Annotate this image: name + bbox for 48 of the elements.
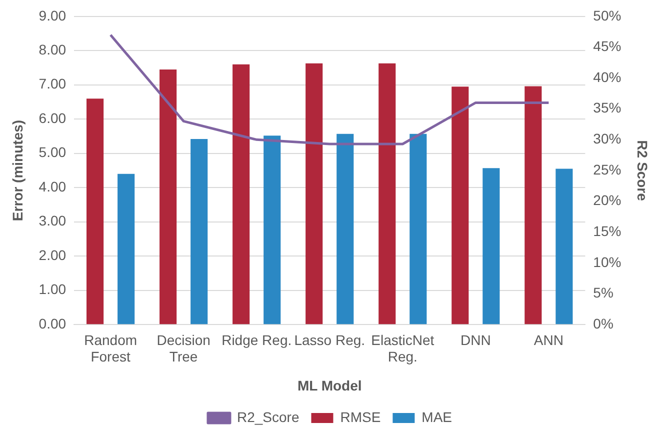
y-tick-label: 0.00 xyxy=(38,315,66,332)
y2-tick-label: 30% xyxy=(593,130,622,147)
y2-tick-label: 45% xyxy=(593,38,622,54)
y-tick-label: 2.00 xyxy=(38,246,66,263)
bar xyxy=(378,63,396,324)
bar xyxy=(336,134,354,324)
y-tick-label: 8.00 xyxy=(38,42,66,58)
bar xyxy=(556,168,573,324)
legend-label: MAE xyxy=(422,408,452,425)
y-tick-label: 7.00 xyxy=(38,76,66,92)
y-tick-label: 6.00 xyxy=(38,110,66,126)
bar xyxy=(190,138,208,324)
bar xyxy=(118,174,135,324)
x-tick-label: Ridge Reg. xyxy=(222,332,292,348)
bar xyxy=(524,86,542,324)
y-tick-label: 5.00 xyxy=(38,144,66,160)
y2-tick-label: 5% xyxy=(593,284,614,301)
bar xyxy=(160,69,177,324)
bar xyxy=(264,136,281,324)
bar xyxy=(482,168,500,324)
y2-tick-label: 50% xyxy=(593,7,622,24)
legend-label: R2_Score xyxy=(236,408,300,425)
bar xyxy=(306,63,323,324)
y2-tick-label: 10% xyxy=(593,254,622,270)
y-tick-label: 1.00 xyxy=(38,281,66,298)
x-tick-label: ANN xyxy=(534,332,564,348)
legend-label: RMSE xyxy=(340,408,381,425)
x-tick-label: ElasticNet Reg. xyxy=(371,332,434,365)
bar xyxy=(232,64,250,324)
x-tick-label: Decision Tree xyxy=(156,332,210,365)
bar xyxy=(86,98,104,324)
x-tick-label: Random Forest xyxy=(84,332,138,365)
y-tick-label: 3.00 xyxy=(38,212,66,229)
y2-axis-title: R2 Score xyxy=(634,140,651,202)
y2-tick-label: 15% xyxy=(593,223,622,239)
x-tick-label: Lasso Reg. xyxy=(294,332,366,348)
y-tick-label: 9.00 xyxy=(38,7,66,24)
x-axis-title: ML Model xyxy=(297,377,362,394)
y2-tick-label: 0% xyxy=(593,315,614,332)
y-tick-label: 4.00 xyxy=(38,178,66,194)
y2-tick-label: 35% xyxy=(593,100,622,116)
bar xyxy=(410,134,427,324)
bar xyxy=(452,86,469,324)
y2-tick-label: 20% xyxy=(593,192,622,208)
x-tick-label: DNN xyxy=(460,332,491,348)
y-axis-title: Error (minutes) xyxy=(9,120,26,222)
y2-tick-label: 25% xyxy=(593,161,622,178)
y2-tick-label: 40% xyxy=(593,68,622,85)
